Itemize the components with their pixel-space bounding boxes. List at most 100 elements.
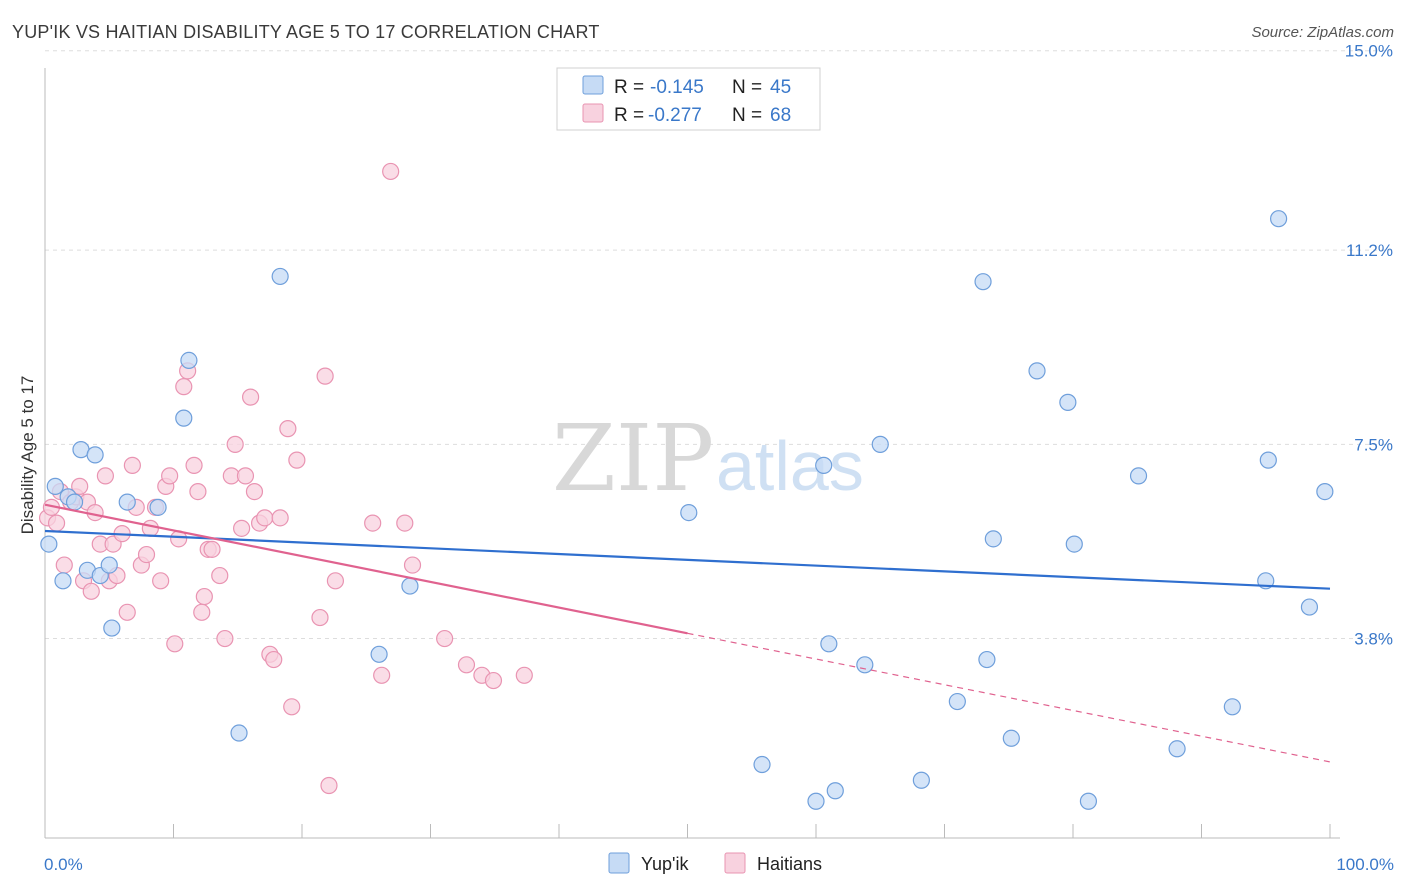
haitians-point <box>311 608 329 627</box>
haitians-point <box>123 456 141 474</box>
haitians-point <box>185 456 203 474</box>
haitians-point <box>226 435 244 453</box>
grid-lines <box>45 50 1392 640</box>
haitians-point <box>396 514 414 532</box>
yupik-point <box>680 503 698 522</box>
yupik-point <box>1002 729 1020 747</box>
yupik-point <box>230 724 248 742</box>
haitians-point <box>55 556 73 574</box>
yupik-point <box>912 771 930 789</box>
series-legend: Yup'ik Haitians <box>608 852 822 874</box>
yupik-point <box>271 267 289 286</box>
haitians-point <box>211 566 229 585</box>
y-tick-label: 3.8% <box>1354 630 1393 649</box>
yupik-point <box>1065 535 1083 553</box>
haitians-point <box>271 509 289 527</box>
x-axis-ticks <box>44 824 1331 838</box>
yupik-point <box>103 619 121 637</box>
chart-title: YUP'IK VS HAITIAN DISABILITY AGE 5 TO 17… <box>12 22 600 42</box>
x-tick-label-max: 100.0% <box>1336 855 1394 874</box>
haitians-point <box>166 635 184 653</box>
haitians-point <box>203 540 221 558</box>
haitians-point <box>265 650 283 669</box>
legend-swatch-haitians <box>582 103 604 123</box>
yupik-point <box>100 556 118 574</box>
haitians-point <box>288 451 306 469</box>
haitians-point <box>82 582 100 600</box>
legend-yupik-r-value: -0.145 <box>650 77 704 98</box>
haitians-point <box>47 514 66 532</box>
yupik-point <box>1259 451 1277 469</box>
yupik-point <box>118 493 136 511</box>
haitians-point <box>216 629 234 648</box>
haitians-point <box>436 629 454 648</box>
axes <box>44 68 1340 839</box>
yupik-point <box>1300 598 1319 616</box>
correlation-legend: R = -0.145 N = 45 R = -0.277 N = 68 <box>556 67 821 131</box>
haitians-point <box>96 467 114 485</box>
haitians-point <box>316 367 334 385</box>
watermark-zip: ZIP <box>552 405 714 512</box>
bottom-legend-swatch-yupik <box>608 852 630 874</box>
yupik-point <box>54 572 72 590</box>
haitians-point <box>242 388 260 406</box>
haitians-point <box>320 776 338 795</box>
haitians-point <box>403 556 422 574</box>
yupik-point <box>856 656 874 674</box>
yupik-point <box>1316 483 1334 501</box>
legend-yupik-n-label: N = <box>732 77 762 98</box>
legend-haitians-n-value: 68 <box>770 105 791 126</box>
haitians-point <box>236 467 255 485</box>
haitians-point <box>326 572 345 590</box>
haitians-point <box>457 656 476 674</box>
yupik-point <box>149 498 167 516</box>
legend-haitians-r-value: -0.277 <box>648 105 702 126</box>
yupik-point <box>1079 792 1098 810</box>
legend-swatch-yupik <box>582 75 604 95</box>
haitians-point <box>484 671 503 690</box>
haitians-point <box>141 519 159 537</box>
yupik-point <box>401 577 419 595</box>
haitians-point <box>279 420 297 438</box>
yupik-point <box>175 409 193 427</box>
legend-yupik-n-value: 45 <box>770 77 791 98</box>
haitians-point <box>256 509 274 527</box>
haitians-point <box>233 519 251 537</box>
yupik-point <box>65 493 84 511</box>
yupik-point <box>807 792 825 810</box>
yupik-point <box>984 530 1002 548</box>
yupik-point <box>974 273 992 291</box>
y-axis-tick-labels: 3.8% 7.5% 11.2% 15.0% <box>1345 42 1393 649</box>
haitians-point <box>245 483 264 501</box>
haitians-point <box>189 483 207 501</box>
yupik-point <box>1168 740 1186 758</box>
yupik-point <box>46 477 64 495</box>
chart-source: Source: ZipAtlas.com <box>1251 24 1394 41</box>
legend-haitians-r-label: R = <box>614 105 644 126</box>
haitians-point <box>373 666 391 684</box>
yupik-point <box>820 635 838 653</box>
haitians-point <box>195 587 213 606</box>
yupik-point <box>1129 467 1148 485</box>
yupik-points <box>40 210 1334 810</box>
haitians-point <box>364 514 382 532</box>
trend-lines <box>44 503 1331 763</box>
haitians-point <box>193 603 211 621</box>
y-axis-label: Disability Age 5 to 17 <box>18 376 37 535</box>
haitians-point <box>515 666 533 684</box>
bottom-legend-haitians: Haitians <box>757 854 822 874</box>
legend-yupik-r-label: R = <box>614 77 644 98</box>
haitians-point <box>118 603 136 621</box>
x-tick-label-min: 0.0% <box>44 855 83 874</box>
haitians-point <box>283 698 301 716</box>
haitians-point <box>161 467 179 485</box>
yupik-point <box>1223 698 1241 716</box>
bottom-legend-swatch-haitians <box>724 852 746 874</box>
haitians-point <box>175 378 193 396</box>
haitians-point <box>137 545 156 564</box>
yupik-point <box>871 435 889 453</box>
bottom-legend-yupik: Yup'ik <box>641 854 689 874</box>
yupik-point <box>40 535 58 553</box>
yupik-point <box>370 645 388 663</box>
